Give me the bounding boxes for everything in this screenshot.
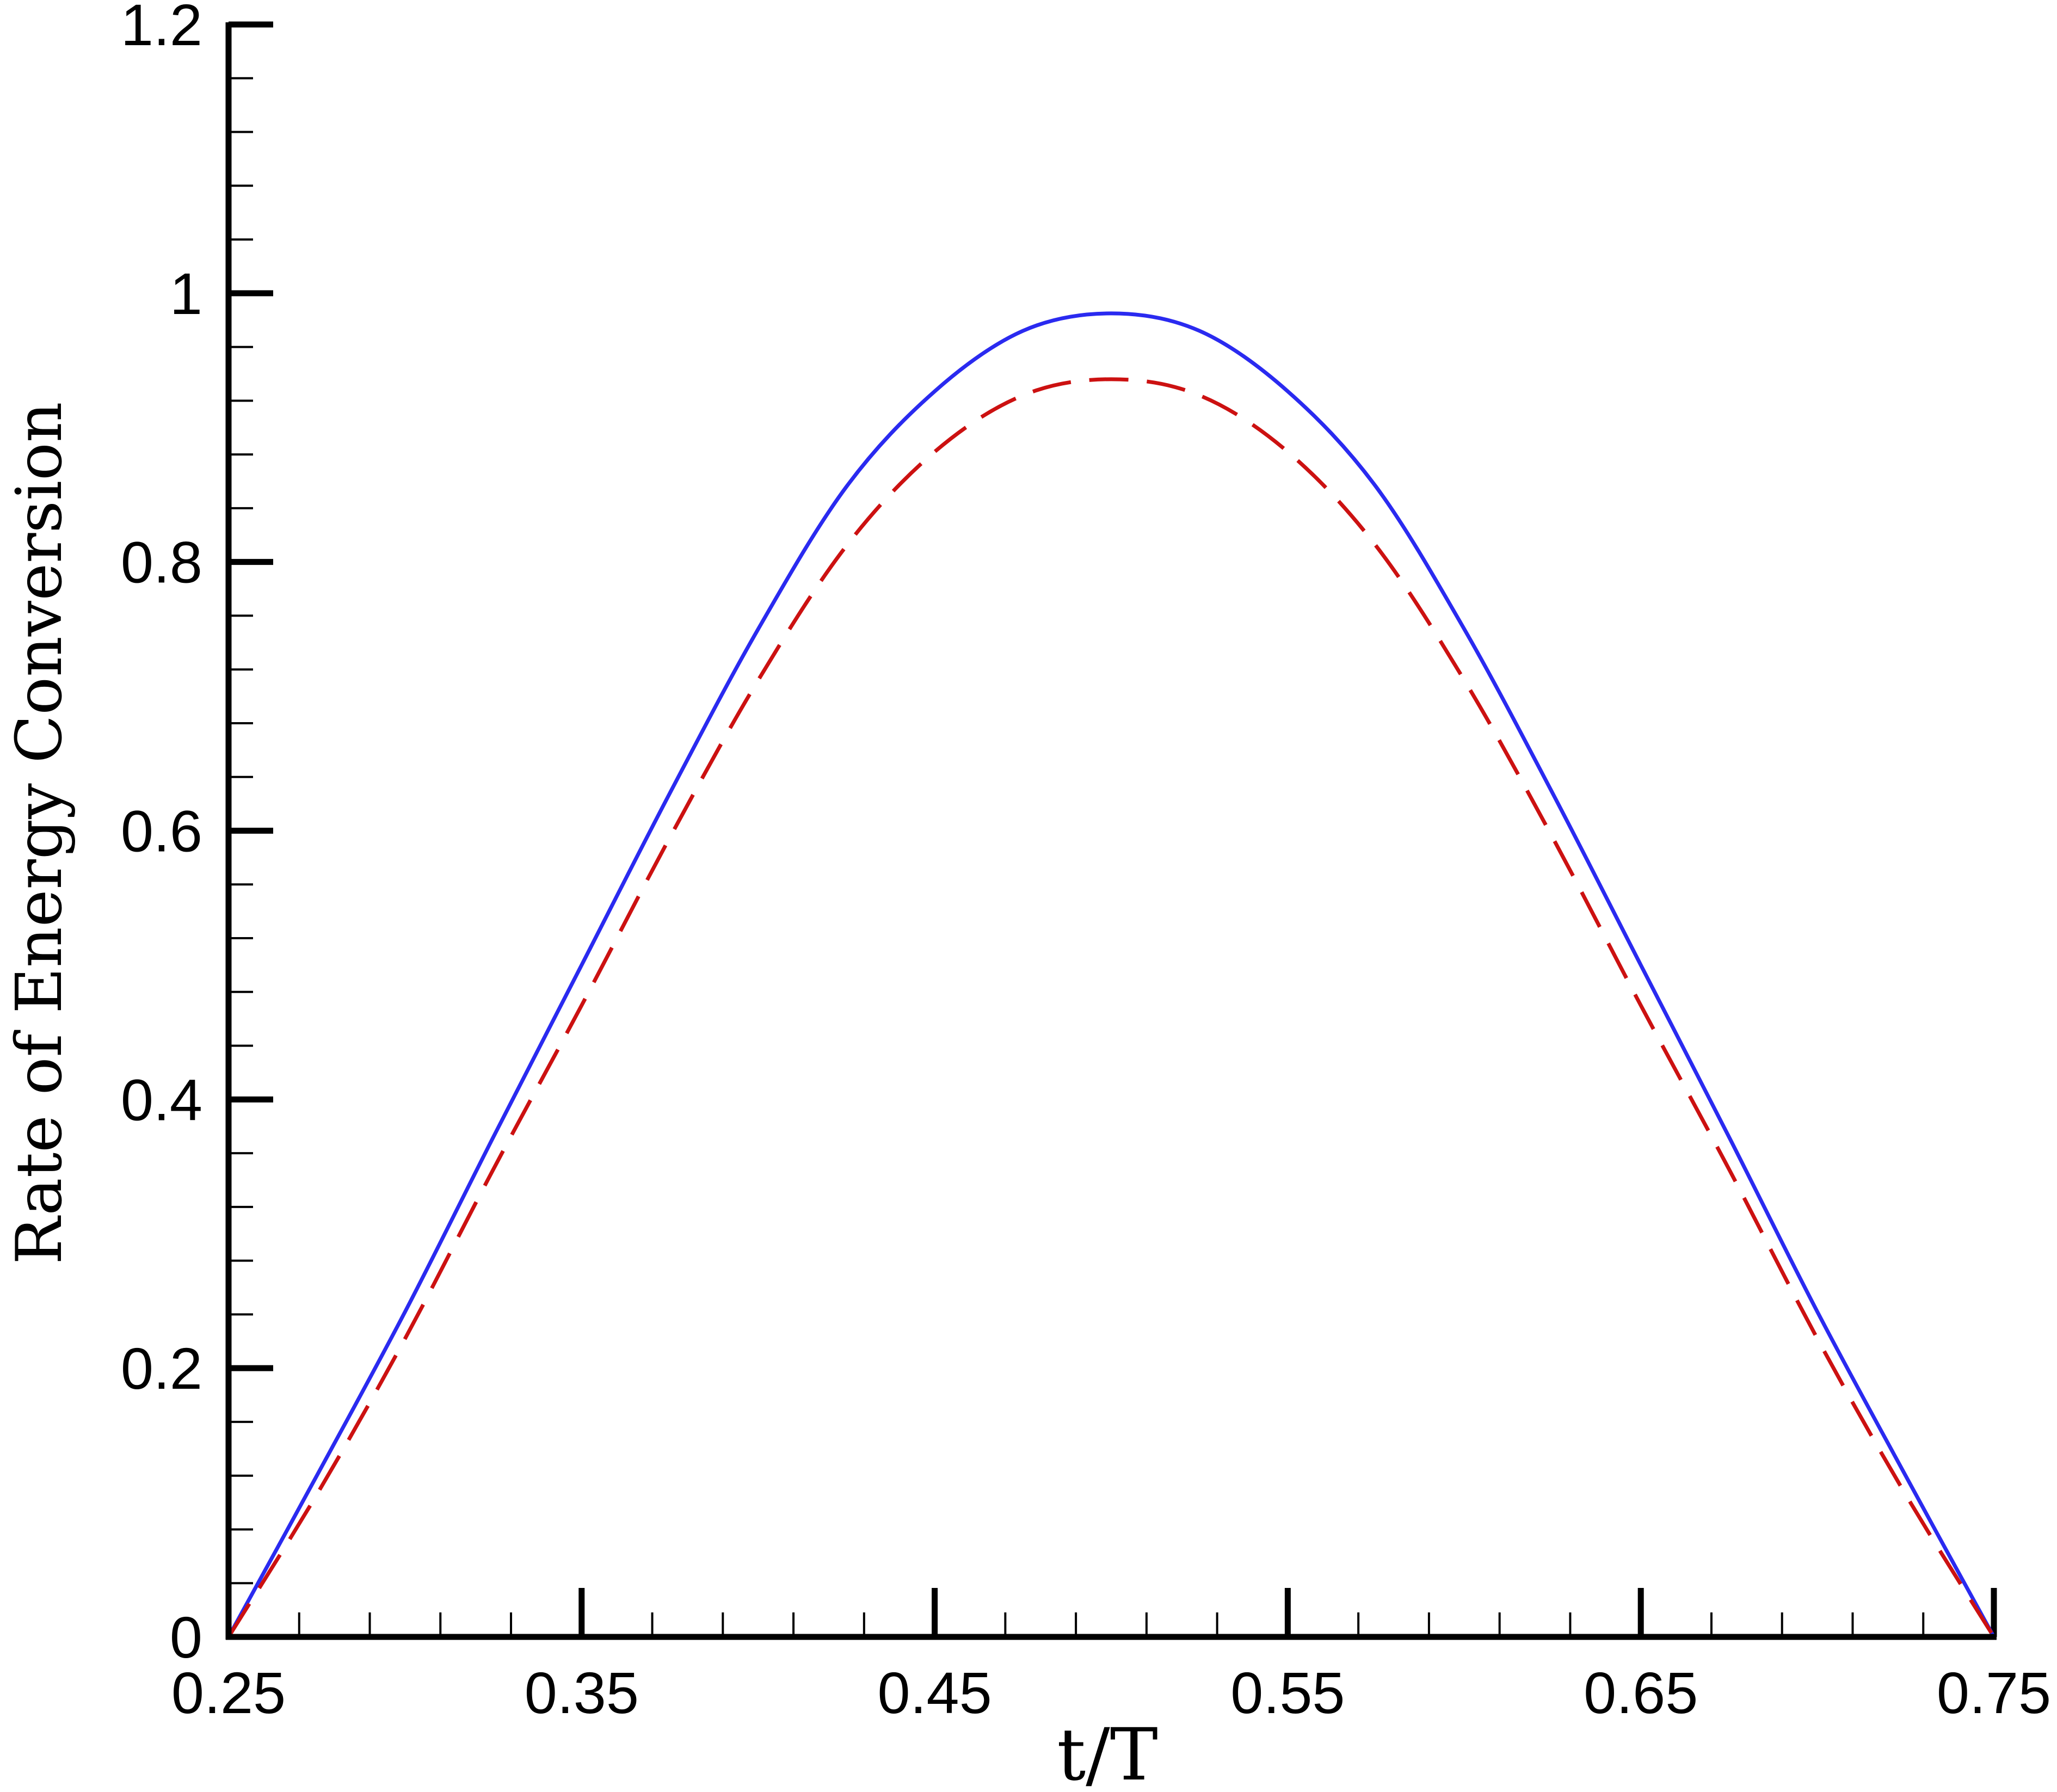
series-layer — [226, 311, 1996, 1638]
y-tick-label: 0.6 — [121, 798, 202, 864]
minor-ticks — [229, 77, 1925, 1637]
x-tick-label: 0.35 — [525, 1660, 639, 1726]
x-tick-label: 0.55 — [1230, 1660, 1345, 1726]
x-axis-title: t/T — [1057, 1713, 1158, 1792]
y-tick-label: 0.4 — [121, 1067, 202, 1132]
series-line-dashed — [227, 377, 1996, 1638]
x-tick-label: 0.25 — [171, 1660, 286, 1726]
x-tick-label: 0.75 — [1937, 1660, 2051, 1726]
series-line-solid — [226, 311, 1996, 1638]
y-tick-label: 1.2 — [121, 0, 202, 58]
y-tick-label: 0.2 — [121, 1335, 202, 1401]
x-tick-labels: 0.25 0.35 0.45 0.55 0.65 0.75 — [171, 1660, 2051, 1726]
y-tick-label: 0.8 — [121, 529, 202, 595]
x-tick-label: 0.65 — [1584, 1660, 1698, 1726]
y-axis-title: Rate of Energy Conversion — [3, 402, 76, 1264]
y-tick-label: 0 — [170, 1604, 202, 1670]
major-ticks — [225, 21, 1997, 1640]
y-tick-label: 1 — [170, 261, 202, 327]
x-tick-label: 0.45 — [877, 1660, 991, 1726]
axes-frame — [225, 22, 1997, 1640]
y-tick-labels: 0 0.2 0.4 0.6 0.8 1 1.2 — [121, 0, 202, 1670]
